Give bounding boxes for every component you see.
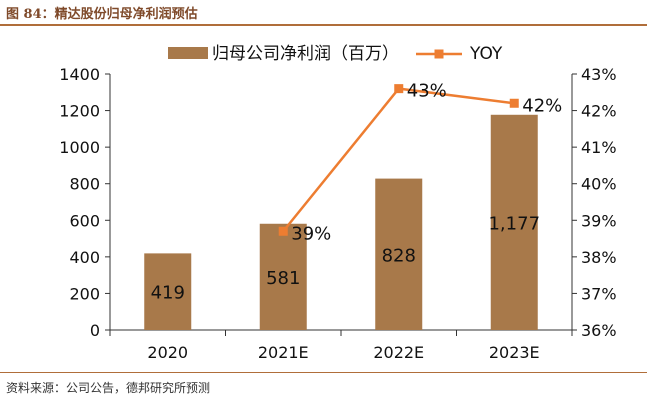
- bar-data-label: 419: [151, 283, 185, 304]
- left-tick-label: 1000: [59, 138, 100, 157]
- yoy-line: [278, 84, 519, 236]
- bottom-rule: [0, 372, 647, 373]
- bar-data-label: 828: [382, 245, 416, 266]
- yoy-point: [394, 84, 404, 94]
- bar-labels: 419 581 828 1,177: [151, 213, 540, 303]
- bar-data-label: 1,177: [488, 213, 540, 234]
- left-tick-label: 200: [69, 284, 100, 303]
- x-tick-label: 2022E: [373, 343, 424, 362]
- yoy-labels: 39% 43% 42%: [291, 81, 562, 245]
- x-tick-label: 2023E: [489, 343, 540, 362]
- bar: [375, 178, 423, 330]
- bar: [490, 114, 538, 330]
- bar-data-label: 581: [266, 268, 300, 289]
- legend-bar-swatch: [168, 47, 208, 59]
- yoy-data-label: 42%: [522, 95, 562, 116]
- bar: [144, 253, 192, 330]
- right-tick-label: 43%: [581, 65, 617, 84]
- right-tick-label: 37%: [581, 284, 617, 303]
- legend-line-label: YOY: [469, 44, 503, 64]
- left-tick-label: 600: [69, 211, 100, 230]
- x-tick-label: 2021E: [258, 343, 309, 362]
- right-tick-label: 42%: [581, 102, 617, 121]
- left-tick-label: 1200: [59, 102, 100, 121]
- yoy-data-label: 43%: [407, 81, 447, 102]
- figure-title: 图 84：精达股份归母净利润预估: [6, 7, 198, 22]
- left-tick-label: 800: [69, 175, 100, 194]
- right-tick-label: 39%: [581, 211, 617, 230]
- yoy-point: [509, 98, 519, 108]
- bar: [259, 223, 307, 330]
- bars: [144, 114, 538, 330]
- x-tick-label: 2020: [147, 343, 188, 362]
- right-tick-label: 38%: [581, 248, 617, 267]
- right-tick-label: 40%: [581, 175, 617, 194]
- left-tick-label: 1400: [59, 65, 100, 84]
- yoy-point: [278, 226, 288, 236]
- legend-line-marker: [434, 49, 444, 59]
- legend: 归母公司净利润（百万） YOY: [168, 44, 503, 64]
- right-tick-label: 41%: [581, 138, 617, 157]
- yoy-data-label: 39%: [291, 223, 331, 244]
- chart: 归母公司净利润（百万） YOY 0 200 400 600 800 1000 1200 140…: [59, 44, 617, 362]
- left-tick-label: 0: [90, 321, 100, 340]
- source-note: 资料来源：公司公告，德邦研究所预测: [6, 381, 211, 395]
- legend-bar-label: 归母公司净利润（百万）: [212, 44, 399, 64]
- right-tick-label: 36%: [581, 321, 617, 340]
- left-tick-label: 400: [69, 248, 100, 267]
- top-rule: [0, 24, 647, 26]
